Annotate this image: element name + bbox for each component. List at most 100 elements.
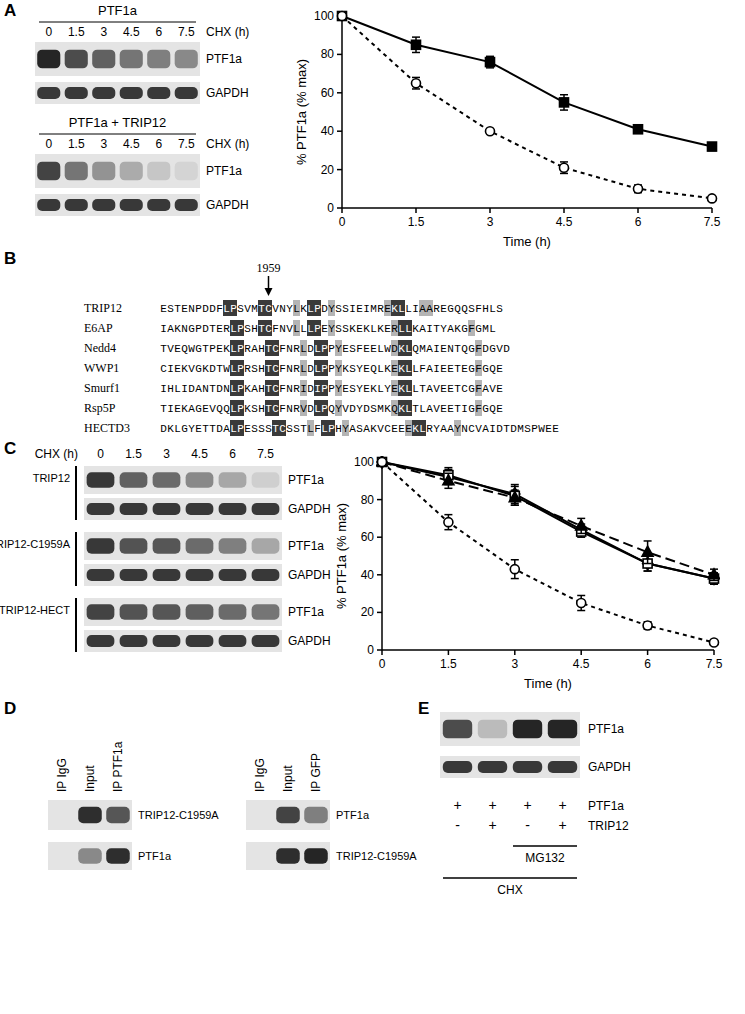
band xyxy=(65,162,88,181)
time-label: 0 xyxy=(45,137,52,151)
band xyxy=(186,472,214,487)
residue: L xyxy=(230,423,237,435)
residue: Q xyxy=(489,363,496,375)
residue: E xyxy=(342,383,349,395)
residue: S xyxy=(356,423,363,435)
residue: S xyxy=(251,363,258,375)
error-cap xyxy=(511,484,519,486)
shade-light xyxy=(391,340,398,356)
residue: Q xyxy=(461,303,468,315)
blot-strip xyxy=(246,842,330,870)
shade-dark xyxy=(230,420,237,436)
blot-strip xyxy=(84,466,282,494)
shade-light xyxy=(335,360,342,376)
band xyxy=(219,635,247,647)
residue: E xyxy=(440,363,447,375)
shade-dark xyxy=(314,320,321,336)
y-tick-label: 40 xyxy=(361,568,375,582)
band xyxy=(443,761,472,773)
y-tick-label: 20 xyxy=(361,605,375,619)
residue: G xyxy=(447,303,454,315)
y-tick xyxy=(377,612,382,614)
residue: V xyxy=(300,403,307,415)
marker xyxy=(412,79,421,88)
residue: C xyxy=(384,423,391,435)
residue: V xyxy=(188,363,195,375)
band xyxy=(513,720,542,739)
marker xyxy=(443,475,454,485)
blot-strip xyxy=(35,82,200,104)
residue: P xyxy=(328,343,335,355)
row-label: PTF1a xyxy=(288,539,324,553)
residue: V xyxy=(272,303,279,315)
residue: C xyxy=(160,363,167,375)
residue: A xyxy=(419,323,426,335)
residue: L xyxy=(419,403,426,415)
series-line xyxy=(382,462,714,642)
marker xyxy=(634,125,643,134)
time-label: 6 xyxy=(155,137,162,151)
residue: T xyxy=(209,383,216,395)
residue: K xyxy=(398,403,405,415)
shade-dark xyxy=(230,340,237,356)
blot-strip xyxy=(84,630,282,652)
error-bar xyxy=(511,560,519,579)
residue: R xyxy=(244,343,251,355)
residue: E xyxy=(363,343,370,355)
shade-dark xyxy=(258,300,265,316)
residue: E xyxy=(174,343,181,355)
residue: A xyxy=(447,423,454,435)
condition-mark: + xyxy=(488,817,496,833)
residue: H xyxy=(258,363,265,375)
band xyxy=(175,50,198,69)
band xyxy=(219,472,247,487)
marks xyxy=(377,456,720,647)
y-tick xyxy=(337,92,342,94)
residue: F xyxy=(356,343,363,355)
residue: A xyxy=(482,423,489,435)
residue: D xyxy=(503,343,510,355)
residue: T xyxy=(412,403,419,415)
shade-dark xyxy=(230,320,237,336)
error-cap xyxy=(577,595,585,597)
residue: N xyxy=(223,383,230,395)
shade-dark xyxy=(265,340,272,356)
group-bar xyxy=(75,466,77,520)
residue: V xyxy=(377,423,384,435)
time-label: 4.5 xyxy=(123,137,140,151)
band xyxy=(120,635,148,647)
residue: K xyxy=(167,423,174,435)
blot-strip xyxy=(84,498,282,520)
mg132-label: MG132 xyxy=(525,851,565,865)
residue: N xyxy=(447,343,454,355)
residue: G xyxy=(475,323,482,335)
residue: E xyxy=(496,383,503,395)
residue: I xyxy=(433,343,440,355)
shade-light xyxy=(328,300,335,316)
residue: L xyxy=(321,423,328,435)
shade-dark xyxy=(272,340,279,356)
residue: Q xyxy=(216,403,223,415)
residue: T xyxy=(300,423,307,435)
band xyxy=(87,569,115,581)
shade-light xyxy=(335,400,342,416)
row-label: GAPDH xyxy=(288,568,331,582)
panel-label: A xyxy=(4,1,16,20)
blot-strip xyxy=(35,194,200,216)
band xyxy=(304,807,328,824)
shade-light xyxy=(475,360,482,376)
shade-dark xyxy=(321,340,328,356)
band xyxy=(478,720,507,739)
residue: E xyxy=(398,423,405,435)
shade-dark xyxy=(321,420,328,436)
row-label: GAPDH xyxy=(288,502,331,516)
arrow-head xyxy=(265,288,273,296)
marker xyxy=(634,184,643,193)
row-label: GAPDH xyxy=(588,760,631,774)
condition-mark: + xyxy=(558,817,566,833)
residue: I xyxy=(426,323,433,335)
residue: G xyxy=(468,363,475,375)
error-cap xyxy=(644,570,652,572)
residue: E xyxy=(440,303,447,315)
band xyxy=(248,807,272,824)
